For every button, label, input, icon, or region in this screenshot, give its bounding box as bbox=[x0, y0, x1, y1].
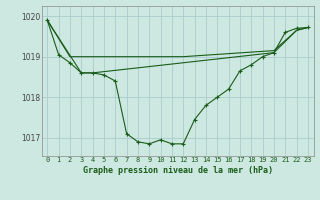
X-axis label: Graphe pression niveau de la mer (hPa): Graphe pression niveau de la mer (hPa) bbox=[83, 166, 273, 175]
